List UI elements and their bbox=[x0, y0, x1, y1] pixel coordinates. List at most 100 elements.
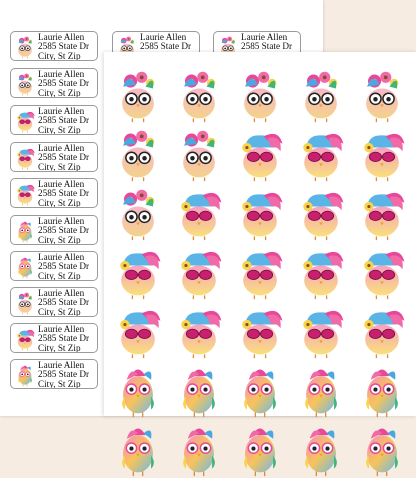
address-name: Laurie Allen bbox=[38, 360, 85, 370]
bird-with-sunglasses-icon bbox=[171, 186, 227, 242]
parrot-with-glasses-icon bbox=[171, 363, 227, 419]
address-city: City, St Zip bbox=[38, 87, 81, 98]
bird-with-flower-crown-icon bbox=[13, 35, 37, 59]
bird-with-flower-crown-icon bbox=[171, 127, 227, 183]
sticker bbox=[293, 363, 349, 419]
sticker-sheet bbox=[104, 52, 416, 416]
sticker bbox=[354, 68, 410, 124]
bird-with-flower-crown-icon bbox=[13, 72, 37, 96]
parrot-with-glasses-icon bbox=[171, 422, 227, 478]
bird-with-flower-crown-icon bbox=[354, 68, 410, 124]
address-city: City, St Zip bbox=[38, 161, 81, 172]
parrot-with-glasses-icon bbox=[110, 363, 166, 419]
bird-with-flower-crown-icon bbox=[110, 186, 166, 242]
sticker bbox=[354, 363, 410, 419]
sticker bbox=[171, 186, 227, 242]
bird-with-flower-crown-icon bbox=[171, 68, 227, 124]
address-name: Laurie Allen bbox=[38, 69, 85, 79]
address-street: 2585 State Dr bbox=[38, 369, 90, 380]
sticker bbox=[171, 245, 227, 301]
bird-with-sunglasses-icon bbox=[110, 304, 166, 360]
parrot-with-glasses-icon bbox=[293, 422, 349, 478]
address-name: Laurie Allen bbox=[241, 32, 288, 42]
address-name: Laurie Allen bbox=[38, 106, 85, 116]
address-city: City, St Zip bbox=[38, 270, 81, 281]
parrot-with-glasses-icon bbox=[293, 363, 349, 419]
sticker bbox=[232, 304, 288, 360]
bird-with-sunglasses-icon bbox=[354, 186, 410, 242]
bird-with-sunglasses-icon bbox=[354, 304, 410, 360]
address-street: 2585 State Dr bbox=[38, 78, 90, 89]
bird-with-sunglasses-icon bbox=[110, 245, 166, 301]
bird-with-flower-crown-icon bbox=[13, 291, 37, 315]
address-name: Laurie Allen bbox=[38, 143, 85, 153]
bird-with-sunglasses-icon bbox=[354, 245, 410, 301]
address-street: 2585 State Dr bbox=[38, 41, 90, 52]
sticker bbox=[232, 186, 288, 242]
bird-with-sunglasses-icon bbox=[232, 245, 288, 301]
sticker bbox=[354, 127, 410, 183]
bird-with-flower-crown-icon bbox=[110, 127, 166, 183]
address-street: 2585 State Dr bbox=[38, 225, 90, 236]
sticker bbox=[171, 363, 227, 419]
sticker bbox=[232, 68, 288, 124]
bird-with-sunglasses-icon bbox=[171, 245, 227, 301]
address-street: 2585 State Dr bbox=[38, 297, 90, 308]
bird-with-sunglasses-icon bbox=[13, 146, 37, 170]
bird-with-flower-crown-icon bbox=[110, 68, 166, 124]
sticker bbox=[171, 304, 227, 360]
sticker bbox=[293, 422, 349, 478]
bird-with-sunglasses-icon bbox=[293, 245, 349, 301]
bird-with-sunglasses-icon bbox=[13, 327, 37, 351]
sticker bbox=[110, 127, 166, 183]
parrot-with-glasses-icon bbox=[110, 422, 166, 478]
parrot-with-glasses-icon bbox=[13, 255, 37, 279]
bird-with-sunglasses-icon bbox=[232, 127, 288, 183]
sticker bbox=[354, 186, 410, 242]
bird-with-flower-crown-icon bbox=[232, 68, 288, 124]
address-city: City, St Zip bbox=[38, 306, 81, 317]
sticker bbox=[110, 422, 166, 478]
address-street: 2585 State Dr bbox=[140, 41, 192, 52]
sticker bbox=[293, 245, 349, 301]
bird-with-sunglasses-icon bbox=[13, 109, 37, 133]
sticker bbox=[354, 304, 410, 360]
sticker bbox=[110, 363, 166, 419]
sticker bbox=[232, 127, 288, 183]
bird-with-sunglasses-icon bbox=[232, 186, 288, 242]
address-name: Laurie Allen bbox=[38, 179, 85, 189]
address-street: 2585 State Dr bbox=[38, 188, 90, 199]
sticker bbox=[232, 363, 288, 419]
address-street: 2585 State Dr bbox=[38, 261, 90, 272]
address-city: City, St Zip bbox=[38, 197, 81, 208]
bird-with-sunglasses-icon bbox=[293, 127, 349, 183]
address-name: Laurie Allen bbox=[140, 32, 187, 42]
address-name: Laurie Allen bbox=[38, 288, 85, 298]
address-name: Laurie Allen bbox=[38, 324, 85, 334]
sticker bbox=[110, 245, 166, 301]
bird-with-sunglasses-icon bbox=[171, 304, 227, 360]
sticker bbox=[232, 422, 288, 478]
address-street: 2585 State Dr bbox=[38, 333, 90, 344]
sticker bbox=[110, 68, 166, 124]
sticker bbox=[293, 304, 349, 360]
address-name: Laurie Allen bbox=[38, 32, 85, 42]
address-name: Laurie Allen bbox=[38, 252, 85, 262]
address-city: City, St Zip bbox=[38, 124, 81, 135]
bird-with-sunglasses-icon bbox=[232, 304, 288, 360]
